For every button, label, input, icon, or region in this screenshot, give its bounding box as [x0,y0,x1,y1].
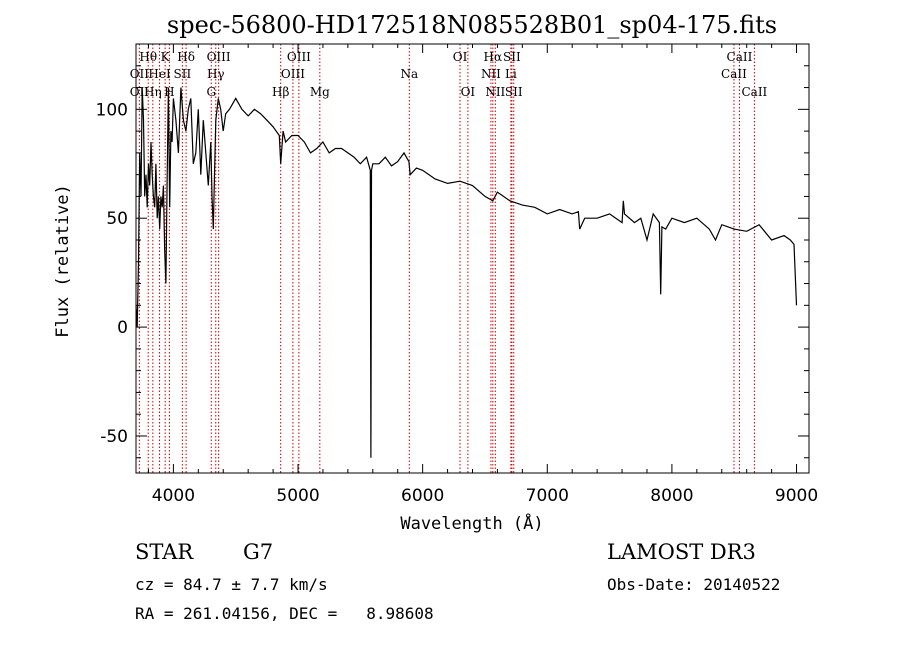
x-tick-label: 9000 [775,486,818,506]
spectral-line-label: HeI [148,67,171,81]
object-subclass: G7 [243,540,274,564]
spectral-line-label: CaII [721,67,747,81]
spectral-line-label: Li [505,67,517,81]
spectral-line-label: Hθ [139,50,157,64]
x-tick-label: 6000 [401,486,444,506]
y-tick-label: 50 [106,209,128,229]
spectral-line-label: OIII [281,67,305,81]
spectral-line-label: Hβ [272,85,289,99]
observation-date: Obs-Date: 20140522 [607,575,781,594]
spectral-line-label: SII [174,67,192,81]
spectral-line-label: CaII [727,50,753,64]
survey-name: LAMOST DR3 [607,540,756,564]
spectral-line-label: H [164,85,174,99]
spectral-line-label: NII [481,67,501,81]
redshift-cz: cz = 84.7 ± 7.7 km/s [135,575,328,594]
spectral-line-label: SII [505,85,523,99]
x-axis-label: Wavelength (Å) [400,512,543,534]
spectral-line-label: Hδ [177,50,195,64]
spectral-line-label: Hα [484,50,503,64]
coordinates: RA = 261.04156, DEC = 8.98608 [135,604,434,623]
spectral-line-markers [138,44,755,473]
x-tick-label: 5000 [276,486,319,506]
y-tick-label: 100 [96,100,128,120]
x-tick-label: 8000 [650,486,693,506]
y-tick-label: -50 [100,427,128,447]
chart-title: spec-56800-HD172518N085528B01_sp04-175.f… [167,11,777,39]
axis-ticks: 4000 5000 6000 7000 8000 9000 -50 0 50 100 [96,44,818,506]
object-class: STAR [135,540,194,564]
spectral-line-label: CaII [741,85,767,99]
spectral-line-label: Hη [144,85,162,99]
y-axis-label: Flux (relative) [53,184,73,338]
spectrum-series-line [135,87,798,458]
spectral-line-label: Hγ [207,67,225,81]
spectral-line-label: OII [130,85,150,99]
spectral-line-label: K [161,50,171,64]
spectral-line-label: G [206,85,216,99]
spectral-line-label: OI [453,50,468,64]
y-tick-label: 0 [117,318,128,338]
x-tick-label: 4000 [152,486,195,506]
spectral-line-label: NII [485,85,505,99]
spectral-line-label: Mg [310,85,330,99]
spectral-line-label: Na [400,67,418,81]
spectral-line-label: OIII [207,50,231,64]
x-tick-label: 7000 [526,486,569,506]
spectral-line-label: OIII [287,50,311,64]
spectral-line-label: OII [130,67,150,81]
spectral-line-label: SII [503,50,521,64]
plot-frame [135,43,810,474]
spectral-line-label: OI [461,85,476,99]
